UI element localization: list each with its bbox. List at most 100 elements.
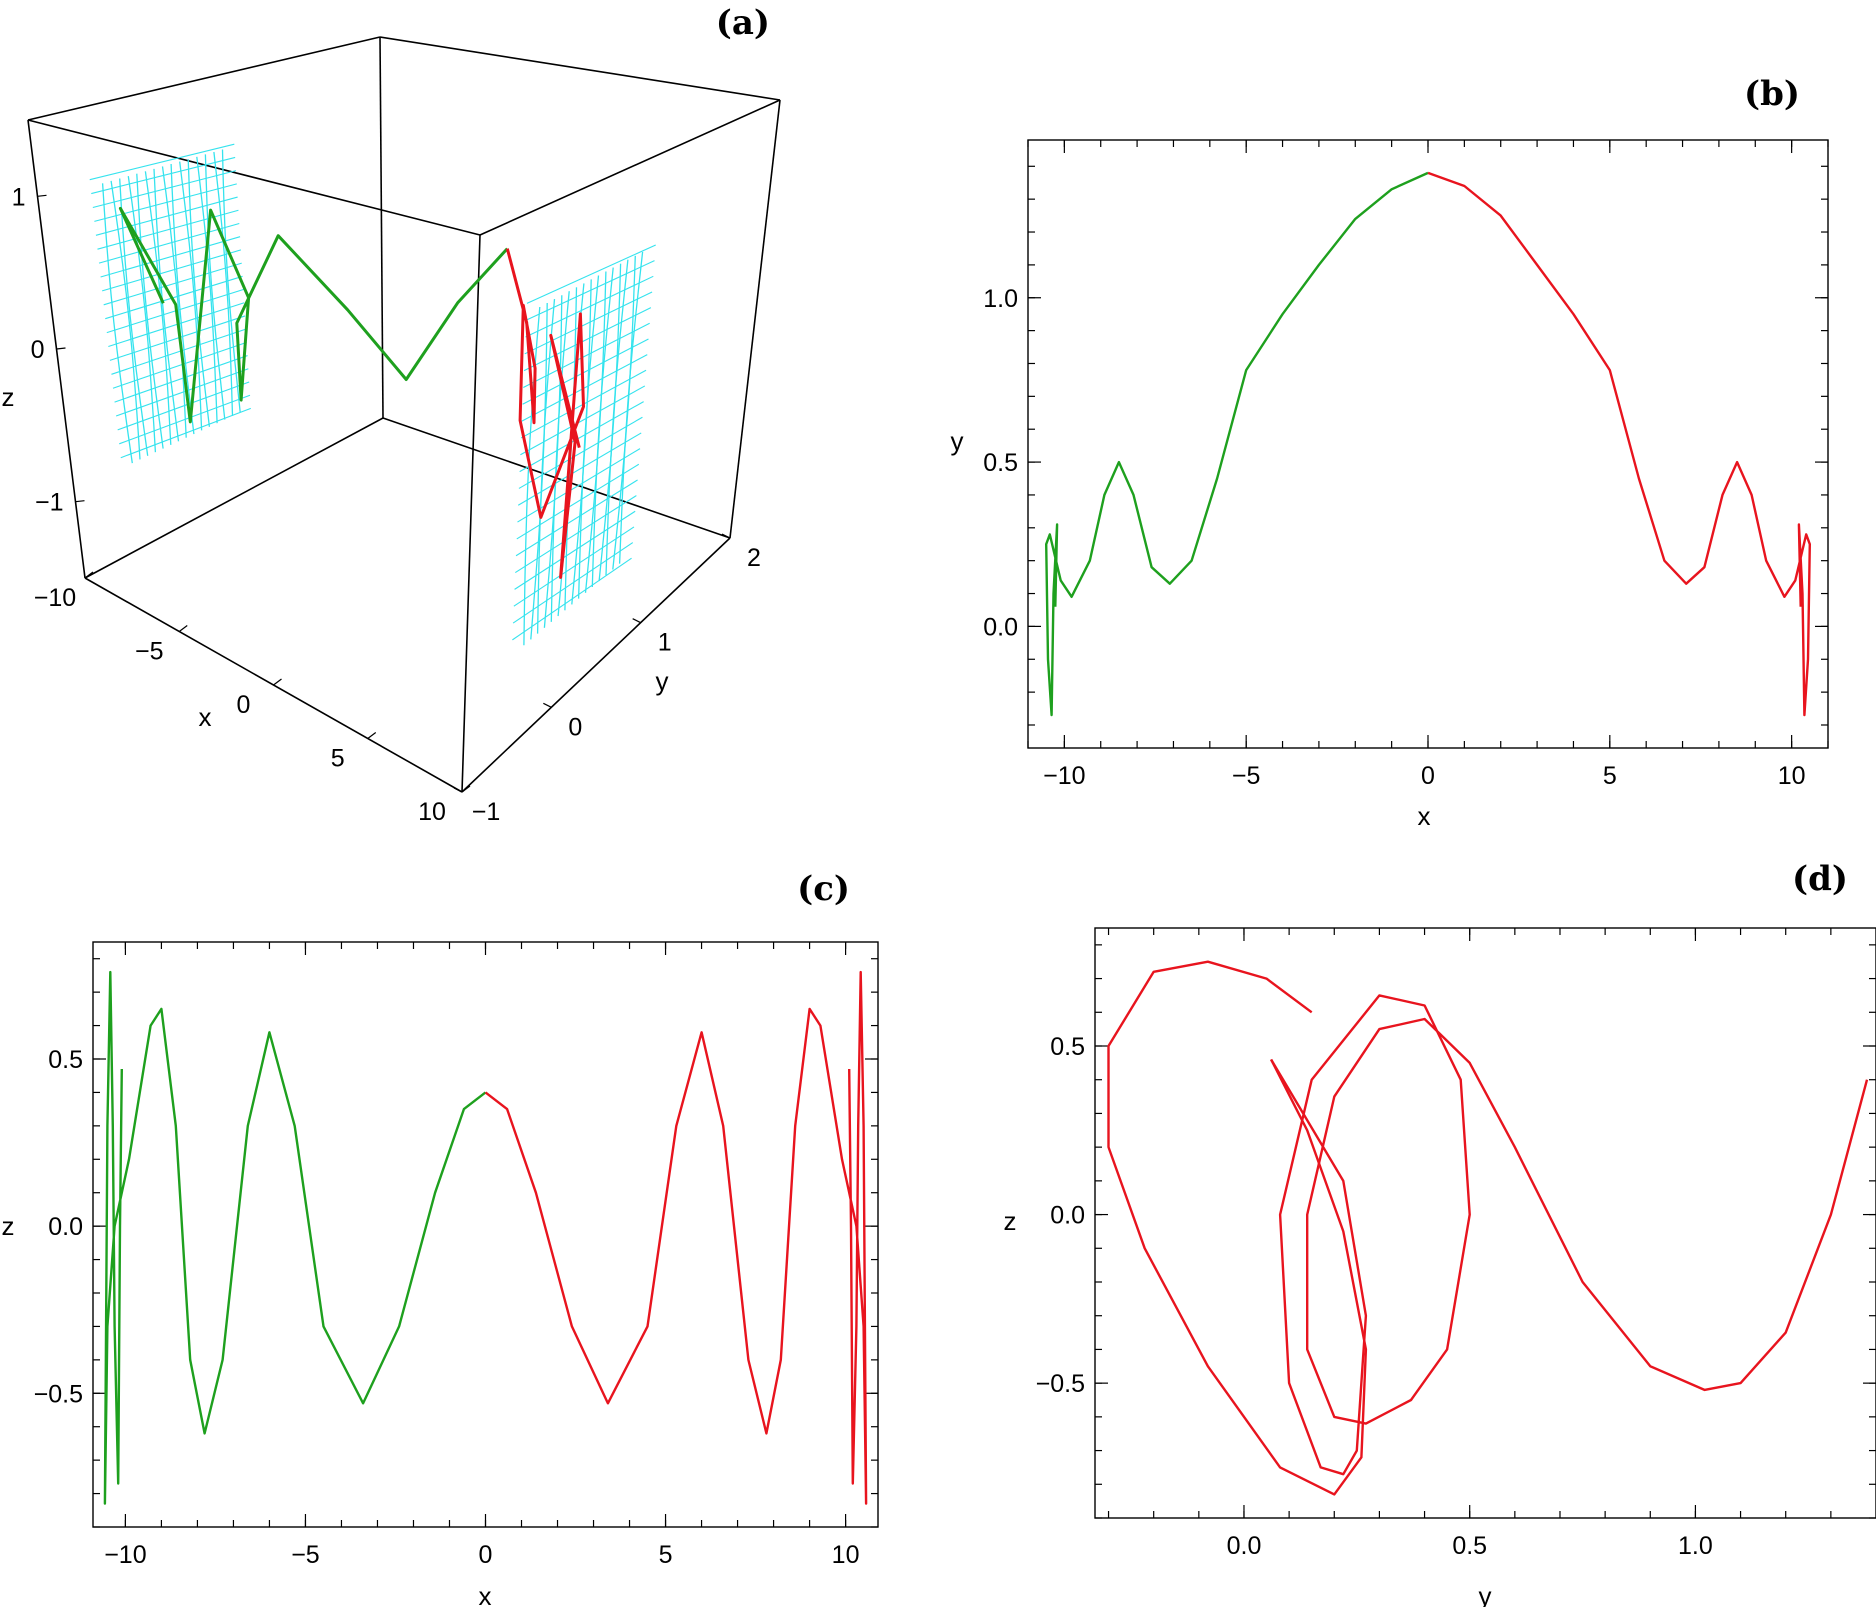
surface-mesh-line-left [110,180,141,460]
x-major-tick [367,732,377,739]
surface-mesh-line-right [513,526,635,607]
surface-mesh-line-right [522,338,649,405]
surface-mesh-line-left [170,163,195,435]
box-edge [379,36,384,419]
surface-mesh-line-right [516,463,640,540]
surface-mesh-line-right [515,479,638,557]
x-tick-label: 0.0 [1227,1532,1262,1560]
x-tick-label: −10 [104,1541,146,1569]
y-tick-label: 0 [568,713,582,741]
y-tick-label: −1 [472,798,501,826]
x-major-tick [84,571,94,579]
surface-mesh-line-left [94,183,237,222]
box-edge [27,119,481,236]
surface-mesh-line-right [517,432,642,506]
x-tick-label: 5 [1603,762,1617,790]
surface-mesh-line-left [196,156,218,424]
x-tick-label: 1.0 [1678,1532,1713,1560]
panel-label: (b) [1744,74,1800,114]
surface-mesh-line-left [117,381,250,431]
x-tick-label: 0 [237,691,251,719]
x-tick-label: −5 [135,638,164,666]
x-tick-label: −5 [1232,762,1261,790]
surface-mesh-line-right [521,354,648,422]
surface-mesh-line-right [512,542,634,624]
surface-mesh-line-left [101,249,242,292]
panel-b: −10 −5 0 5 10 0.0 0.5 1.0 x y (b) [951,74,1829,831]
plot-frame [1027,139,1829,749]
z-major-tick [56,347,66,350]
z-tick-label: 1 [12,183,26,211]
surface-mesh-line-left [112,341,247,389]
surface-mesh-line-left [179,161,203,431]
surface-mesh-line-left [187,159,211,427]
x-tick-label: 10 [1778,762,1806,790]
y-tick-label: 1.0 [983,285,1018,313]
surface-mesh-line-left [144,171,172,445]
x-major-tick [461,785,471,793]
x-tick-label: −10 [34,584,76,612]
surface-mesh-line-right [525,275,654,338]
z-major-tick [75,500,85,503]
trajectory-red [505,248,585,579]
y-major-tick [543,702,552,708]
y-tick-label: 0.0 [1050,1202,1085,1230]
y-axis-label: z [2,1211,15,1241]
y-tick-label: −0.5 [1036,1370,1085,1398]
series-line-green [1045,171,1429,717]
surface-mesh-line-left [103,262,242,306]
x-major-tick [178,625,188,632]
series-line-red [1270,994,1869,1476]
panel-label: (d) [1792,859,1848,899]
surface-mesh-line-left [100,236,241,278]
box-edge [729,99,781,539]
x-tick-label: 0.5 [1452,1532,1487,1560]
surface-mesh-line-right [550,291,570,622]
surface-mesh-line-left [98,222,240,264]
x-tick-label: 0 [1421,762,1435,790]
box-edge [461,537,731,793]
surface-mesh-line-left [119,178,149,456]
surface-mesh-line-right [524,291,653,355]
x-tick-label: 10 [832,1541,860,1569]
trajectory-green [118,206,509,424]
surface-mesh-line-left [115,368,249,417]
series-line-red [1427,171,1811,717]
surface-mesh-line-right [526,244,656,304]
surface-mesh-line-left [101,183,133,464]
x-axis-label: x [1418,801,1431,831]
plot-frame [1094,927,1876,1519]
y-axis-label: y [656,666,669,696]
surface-mesh-line-left [213,151,234,416]
series-line-red [1107,960,1368,1496]
y-tick-label: 2 [747,544,761,572]
surface-mesh-line-left [136,173,164,449]
x-tick-label: −5 [291,1541,320,1569]
series-line-green [103,970,487,1505]
surface-mesh-line-right [523,307,652,372]
y-axis-label: z [1004,1206,1017,1236]
surface-mesh-line-left [153,168,180,442]
surface-mesh-line-right [605,259,629,576]
surface-mesh-line-left [111,328,247,375]
y-axis-label: y [951,426,964,456]
surface-mesh-line-right [598,263,622,582]
surface-mesh-line-right [515,495,637,574]
panel-label: (a) [716,3,770,43]
surface-mesh-line-left [120,407,252,459]
x-tick-label: 5 [659,1541,673,1569]
y-major-tick [453,787,463,793]
z-major-tick [37,194,47,197]
surface-mesh-line-right [512,557,632,641]
y-tick-label: 0.5 [983,449,1018,477]
surface-mesh-line-left [221,149,241,413]
panel-d: 0.0 0.5 1.0 −0.5 0.0 0.5 y z (d) [1004,859,1876,1607]
series-line-red [484,970,868,1505]
box-edge [461,234,481,793]
panel-c: −10 −5 0 5 10 −0.5 0.0 0.5 x z (c) [2,869,879,1607]
surface-mesh-line-left [95,196,238,236]
surface-mesh-line-right [618,251,644,564]
box-edge [479,99,781,236]
